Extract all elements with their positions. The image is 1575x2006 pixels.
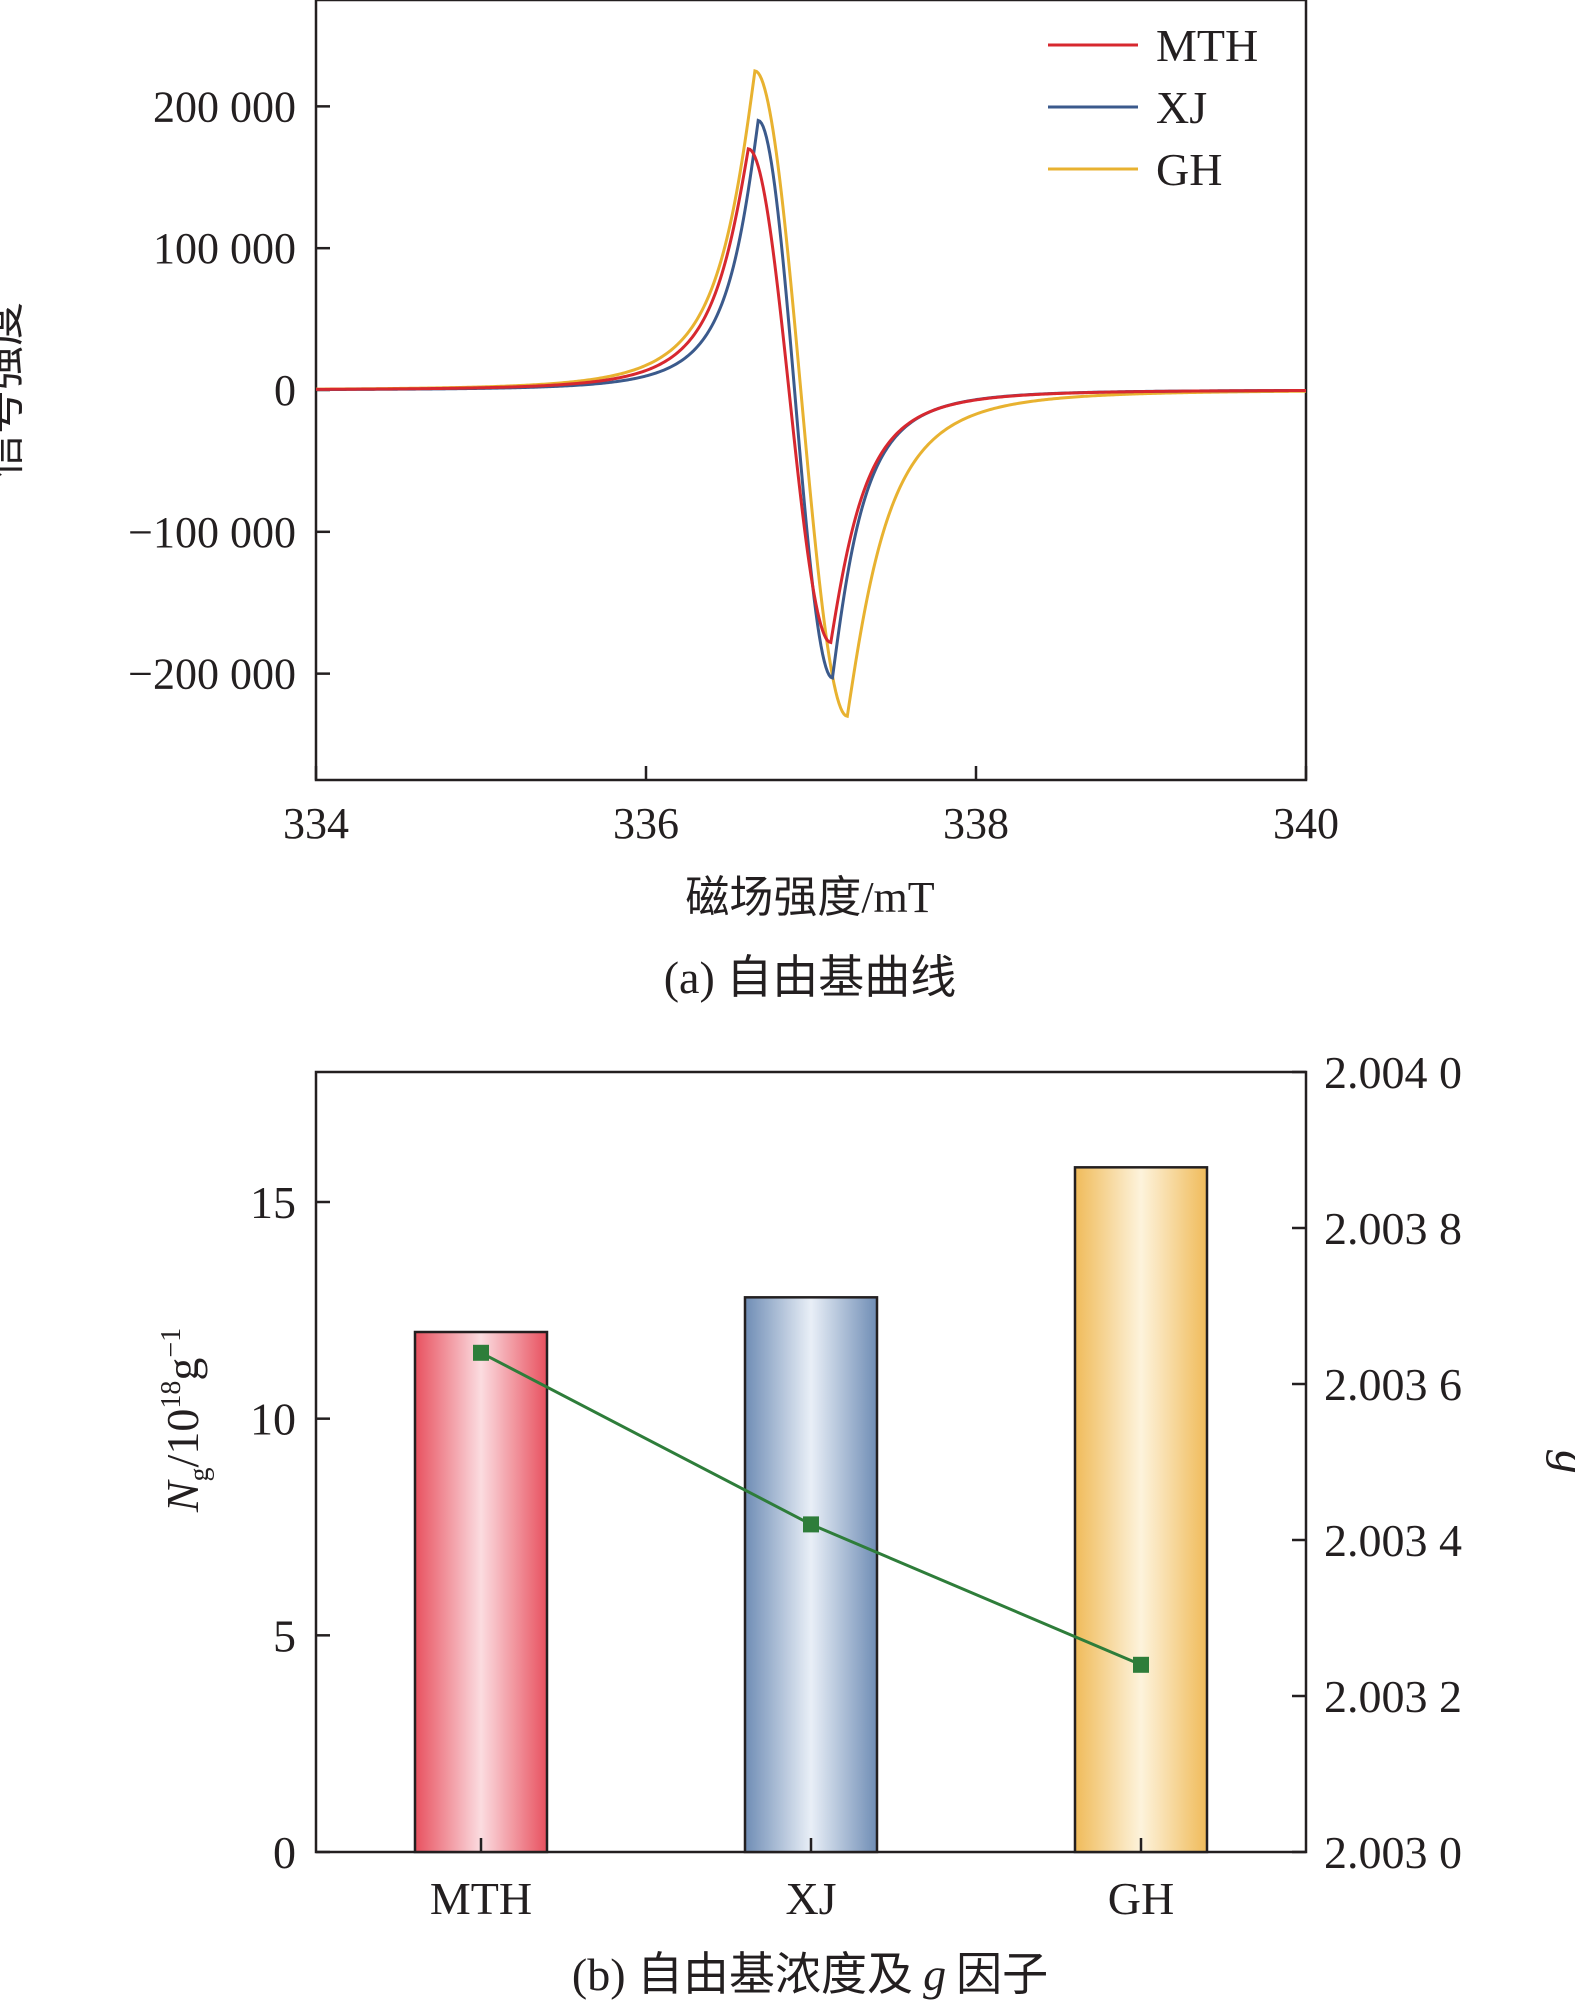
- ylabel-exp: −1: [156, 1328, 187, 1358]
- panel-b-bars: [413, 1166, 1209, 1854]
- right-tick-label: 2.003 8: [1324, 1203, 1462, 1254]
- right-tick-label: 2.003 0: [1324, 1827, 1462, 1878]
- g-factor-marker-xj: [803, 1516, 819, 1533]
- caption-prefix: (b) 自由基浓度及: [572, 1949, 913, 2000]
- caption-italic-g: g: [923, 1949, 946, 2000]
- panel-b-right-ticks: 2.003 0 2.003 2 2.003 4 2.003 6 2.003 8 2.004…: [1292, 1047, 1462, 1878]
- y-tick-label: 200 000: [153, 82, 296, 131]
- category-label-xj: XJ: [785, 1873, 836, 1924]
- bar-xj: [743, 1296, 879, 1854]
- category-label-mth: MTH: [430, 1873, 532, 1924]
- legend-label-xj: XJ: [1156, 82, 1207, 133]
- right-tick-label: 2.003 4: [1324, 1515, 1462, 1566]
- right-tick-label: 2.003 6: [1324, 1359, 1462, 1410]
- ylabel-g: g: [157, 1358, 208, 1381]
- panel-b-category-labels: MTH XJ GH: [430, 1838, 1174, 1924]
- panel-b-caption: (b) 自由基浓度及 g 因子: [572, 1949, 1048, 2000]
- category-label-gh: GH: [1108, 1873, 1174, 1924]
- panel-b-left-ticks: 0 5 10 15: [250, 1177, 330, 1878]
- ylabel-mid: /10: [157, 1409, 208, 1468]
- y-tick-label: 100 000: [153, 224, 296, 273]
- panel-b-y2-axis-label: g: [1545, 1450, 1575, 1474]
- right-tick-label: 2.004 0: [1324, 1047, 1462, 1098]
- panel-b-g-line: [473, 1344, 1149, 1673]
- y-tick-label: 0: [274, 366, 296, 415]
- x-tick-label: 338: [943, 799, 1009, 848]
- series-line-xj: [316, 118, 1306, 681]
- x-tick-label: 334: [283, 799, 349, 848]
- series-line-mth: [316, 146, 1306, 645]
- panel-a-y-ticks: 200 000 100 000 0 −100 000 −200 000: [128, 82, 330, 699]
- panel-a-legend: MTH XJ GH: [1048, 20, 1258, 195]
- bar-gh: [1073, 1166, 1209, 1854]
- left-tick-label: 15: [250, 1177, 296, 1228]
- panel-a-curves: [315, 68, 1307, 719]
- bar-mth: [413, 1330, 549, 1854]
- ylabel-n-sub: g: [184, 1467, 215, 1481]
- panel-a-x-ticks: 334 336 338 340: [283, 766, 1339, 848]
- x-tick-label: 336: [613, 799, 679, 848]
- panel-a-y-axis-label: 信号强度: [0, 302, 28, 478]
- legend-label-mth: MTH: [1156, 20, 1258, 71]
- ylabel-n: N: [157, 1479, 208, 1513]
- g-factor-marker-mth: [473, 1344, 489, 1361]
- left-tick-label: 0: [273, 1827, 296, 1878]
- x-tick-label: 340: [1273, 799, 1339, 848]
- left-tick-label: 10: [250, 1394, 296, 1445]
- y-tick-label: −100 000: [128, 508, 296, 557]
- panel-a-x-axis-label: 磁场强度/mT: [685, 873, 934, 922]
- panel-b-y-axis-label: Ng/1018g−1: [156, 1328, 215, 1513]
- g-factor-marker-gh: [1133, 1656, 1149, 1673]
- legend-label-gh: GH: [1156, 144, 1222, 195]
- y-tick-label: −200 000: [128, 650, 296, 699]
- panel-a-caption: (a) 自由基曲线: [664, 952, 957, 1003]
- left-tick-label: 5: [273, 1610, 296, 1661]
- right-tick-label: 2.003 2: [1324, 1671, 1462, 1722]
- ylabel-sup: 18: [156, 1381, 187, 1409]
- caption-suffix: 因子: [956, 1949, 1048, 2000]
